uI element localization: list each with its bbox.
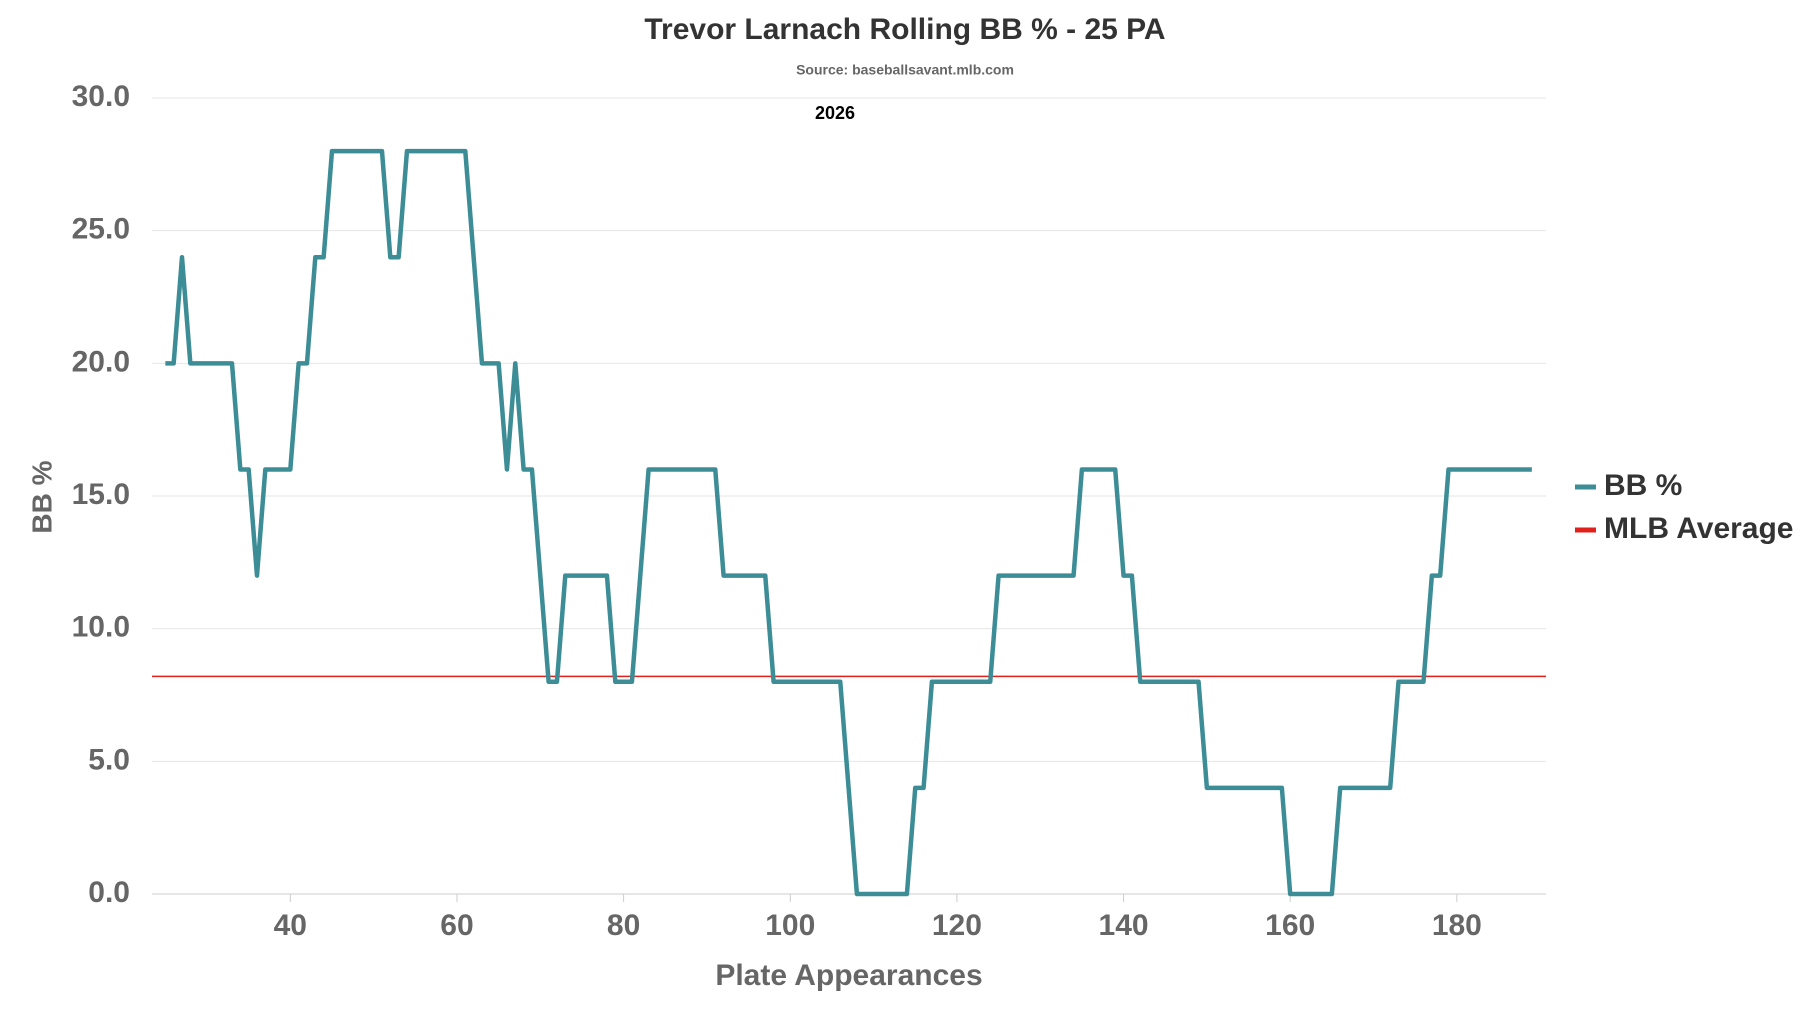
- y-tick-label: 5.0: [88, 743, 130, 776]
- x-tick-label: 60: [440, 909, 473, 942]
- data-line: [165, 148, 1532, 897]
- legend-label: BB %: [1604, 469, 1682, 502]
- x-tick-label: 180: [1432, 909, 1482, 942]
- y-tick-label: 15.0: [72, 478, 130, 511]
- legend-label: MLB Average: [1604, 512, 1794, 545]
- y-axis-title: BB %: [26, 460, 57, 533]
- x-tick-label: 40: [274, 909, 307, 942]
- y-tick-label: 30.0: [72, 80, 130, 113]
- x-tick-label: 100: [765, 909, 815, 942]
- y-tick-label: 0.0: [88, 876, 130, 909]
- chart-subtitle: Source: baseballsavant.mlb.com: [796, 62, 1014, 78]
- annotation: 2026: [815, 103, 855, 123]
- x-tick-label: 140: [1099, 909, 1149, 942]
- y-tick-label: 20.0: [72, 345, 130, 378]
- y-tick-label: 10.0: [72, 611, 130, 644]
- x-tick-label: 80: [607, 909, 640, 942]
- x-tick-label: 120: [932, 909, 982, 942]
- x-tick-label: 160: [1265, 909, 1315, 942]
- y-tick-label: 25.0: [72, 213, 130, 246]
- chart-title: Trevor Larnach Rolling BB % - 25 PA: [644, 13, 1165, 46]
- x-axis-title: Plate Appearances: [715, 959, 982, 992]
